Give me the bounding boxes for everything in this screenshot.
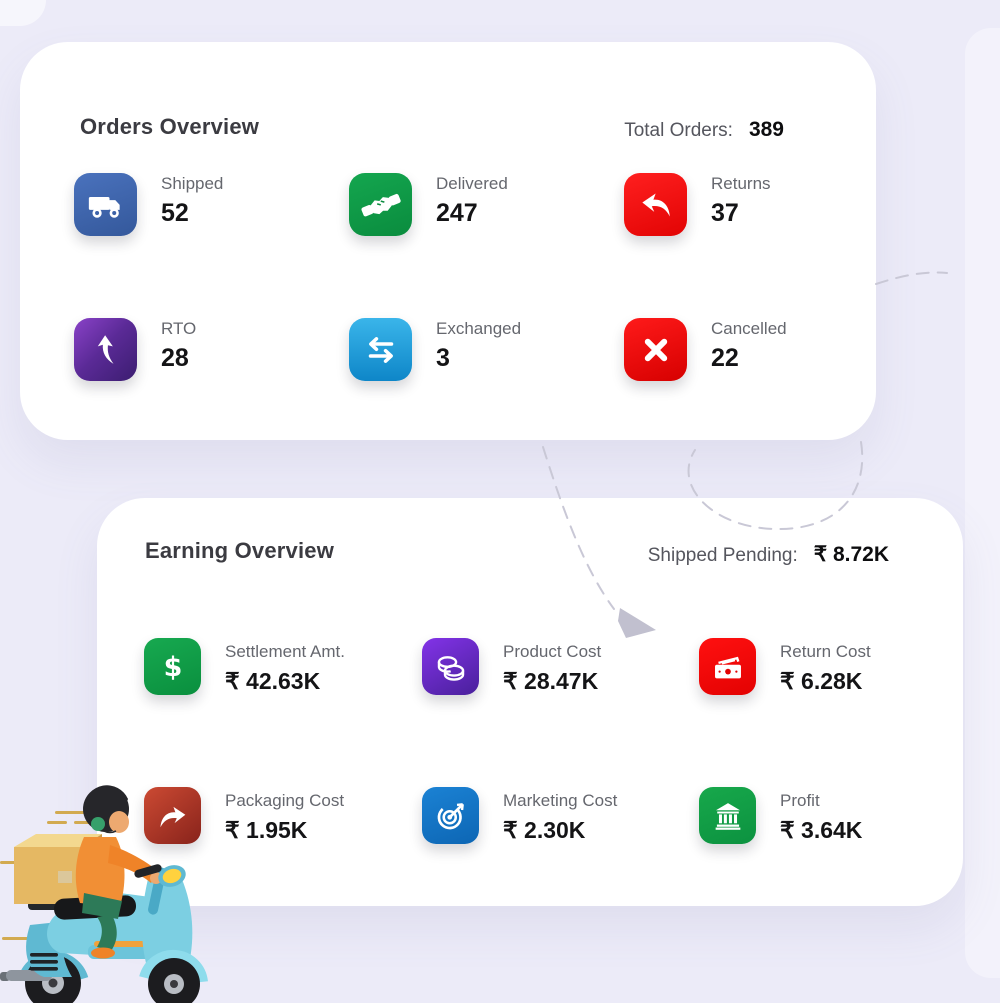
stat-value: ₹ 2.30K [503, 817, 586, 843]
return-arrow-icon [624, 173, 687, 236]
stat-marketing-cost: Marketing Cost ₹ 2.30K [422, 787, 617, 844]
curved-right-arrow-icon [144, 787, 201, 844]
delivery-rider-on-scooter [0, 785, 208, 1003]
stat-value: 3 [436, 344, 450, 372]
stat-value: ₹ 3.64K [780, 817, 863, 843]
stat-label: Exchanged [436, 319, 522, 338]
total-orders-value: 389 [748, 118, 784, 141]
stat-returns: Returns 37 [624, 173, 771, 236]
shipped-pending-summary: Shipped Pending: ₹ 8.72K [648, 542, 889, 567]
stat-return-cost: Return Cost ₹ 6.28K [699, 638, 871, 695]
svg-text:$: $ [163, 651, 182, 682]
cross-icon [624, 318, 687, 381]
total-orders-label: Total Orders: [624, 120, 733, 141]
banknote-icon [699, 638, 756, 695]
stat-rto: RTO 28 [74, 318, 196, 381]
stat-value: 52 [161, 199, 189, 227]
stat-label: Delivered [436, 174, 508, 193]
orders-card-title: Orders Overview [80, 114, 260, 139]
stat-label: Marketing Cost [503, 791, 618, 810]
stat-label: Product Cost [503, 642, 602, 661]
stat-label: Settlement Amt. [225, 642, 345, 661]
stat-value: ₹ 42.63K [225, 668, 321, 694]
bank-icon [699, 787, 756, 844]
stat-value: ₹ 28.47K [503, 668, 599, 694]
stat-delivered: Delivered 247 [349, 173, 508, 236]
shipped-pending-value: ₹ 8.72K [813, 543, 889, 566]
background-corner-accent [0, 0, 46, 26]
coins-icon [422, 638, 479, 695]
stat-packaging-cost: Packaging Cost ₹ 1.95K [144, 787, 344, 844]
swap-arrows-icon [349, 318, 412, 381]
stat-label: Packaging Cost [225, 791, 345, 810]
stat-label: Shipped [161, 174, 224, 193]
stat-label: RTO [161, 319, 197, 338]
stat-label: Returns [711, 174, 771, 193]
total-orders-summary: Total Orders: 389 [624, 118, 784, 142]
orders-overview-card: Orders Overview Total Orders: 389 Shippe… [20, 42, 876, 440]
background-right-accent [965, 28, 1000, 978]
stat-cancelled: Cancelled 22 [624, 318, 787, 381]
earning-card-title: Earning Overview [145, 538, 335, 563]
stat-settlement-amount: $ Settlement Amt. ₹ 42.63K [144, 638, 345, 695]
earning-overview-card: Earning Overview Shipped Pending: ₹ 8.72… [97, 498, 963, 906]
stat-label: Cancelled [711, 319, 787, 338]
stat-value: 247 [436, 199, 478, 227]
stat-value: ₹ 6.28K [780, 668, 863, 694]
shipped-pending-label: Shipped Pending: [647, 545, 798, 566]
stat-exchanged: Exchanged 3 [349, 318, 521, 381]
stat-value: ₹ 1.95K [225, 817, 308, 843]
dollar-icon: $ [144, 638, 201, 695]
truck-icon [74, 173, 137, 236]
target-dart-icon [422, 787, 479, 844]
handshake-icon [349, 173, 412, 236]
stat-value: 22 [711, 344, 739, 372]
stat-profit: Profit ₹ 3.64K [699, 787, 862, 844]
stat-value: 37 [711, 199, 739, 227]
stat-label: Return Cost [780, 642, 871, 661]
stat-label: Profit [780, 791, 820, 810]
stat-value: 28 [161, 344, 189, 372]
curved-up-arrow-icon [74, 318, 137, 381]
stat-product-cost: Product Cost ₹ 28.47K [422, 638, 601, 695]
stat-shipped: Shipped 52 [74, 173, 223, 236]
